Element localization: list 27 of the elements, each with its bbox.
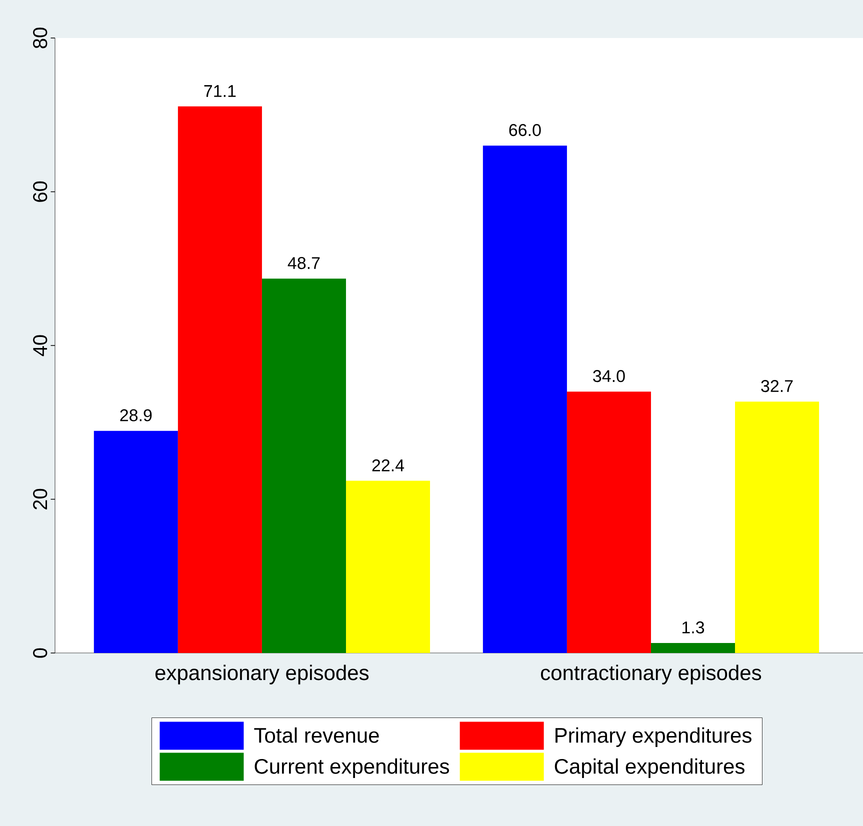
bar <box>735 402 820 653</box>
bar <box>482 146 567 653</box>
data-label: 28.9 <box>120 409 152 422</box>
bar <box>346 480 430 653</box>
bar <box>650 642 736 653</box>
bar <box>262 278 346 653</box>
data-label: 48.7 <box>288 257 320 270</box>
legend-label: Total revenue <box>254 727 379 743</box>
data-label: 34.0 <box>593 370 625 382</box>
y-tick-label: 80 <box>33 28 48 48</box>
bar <box>94 430 178 653</box>
x-tick-label: contractionary episodes <box>540 664 762 684</box>
legend-label: Capital expenditures <box>554 758 744 778</box>
y-tick-label: 60 <box>33 181 48 202</box>
y-tick-label: 0 <box>33 648 48 658</box>
data-label: 1.3 <box>682 621 704 634</box>
data-label: 66.0 <box>509 124 541 136</box>
legend-label: Primary expenditures <box>556 727 752 747</box>
data-label: 32.7 <box>761 380 793 392</box>
bar <box>566 392 651 653</box>
bar <box>178 106 262 653</box>
x-tick-label: expansionary episodes <box>155 664 369 684</box>
y-tick-label: 40 <box>33 335 48 356</box>
legend-label: Current expenditures <box>254 758 450 778</box>
y-tick-label: 20 <box>33 488 48 510</box>
data-label: 71.1 <box>204 85 236 97</box>
data-label: 22.4 <box>372 459 404 472</box>
